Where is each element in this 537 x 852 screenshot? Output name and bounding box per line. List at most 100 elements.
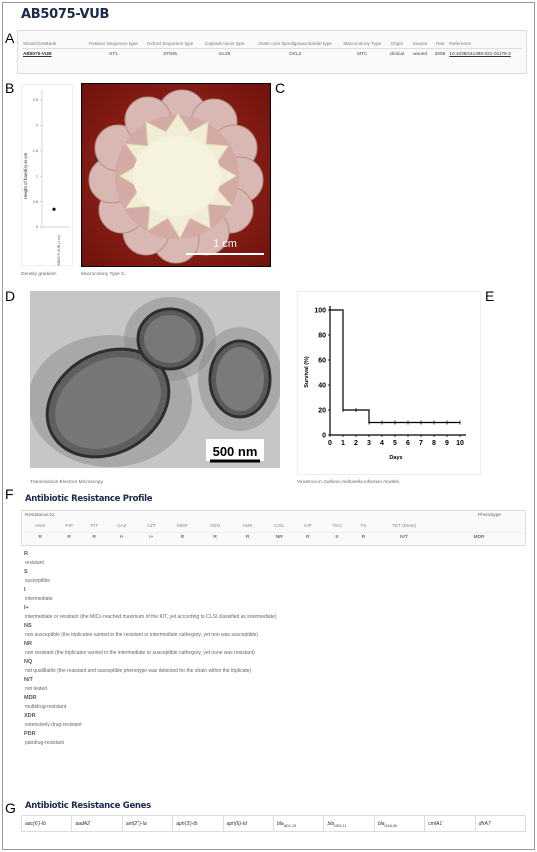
- gene-variant: ADC-25: [283, 824, 297, 828]
- gene-item: cmlA1: [425, 816, 476, 831]
- antibiotic-header: AMS: [35, 524, 46, 530]
- resistance-value: R: [198, 531, 232, 542]
- gene-name: aadA2: [75, 821, 90, 827]
- table-cell: KL25: [198, 47, 251, 59]
- legend-text: resistant: [25, 560, 44, 566]
- density-y-tick-label: 1,5: [33, 149, 38, 153]
- legend-text: not qualifiable (the resistant and susce…: [25, 668, 252, 674]
- survival-y-tick-label: 20: [318, 408, 326, 415]
- density-band-point: [52, 207, 56, 211]
- panel-label-b: B: [5, 80, 15, 96]
- density-y-tick-label: 2: [36, 124, 38, 128]
- gene-name: bla: [277, 821, 284, 827]
- phenotype-header: Phenotype: [478, 513, 501, 518]
- survival-x-tick-label: 8: [432, 440, 436, 447]
- col-header: Source: [412, 40, 428, 46]
- survival-x-tick-label: 4: [380, 440, 384, 447]
- density-gradient-plot: Height of band(s) in cm 2,5 2 1,5 1 0,5 0 AB5…: [21, 84, 73, 266]
- legend-code: PDR: [24, 731, 36, 737]
- survival-y-tick-label: 100: [314, 308, 326, 315]
- strain-table: Strain/GenBank Pasteur Sequence type Oxf…: [22, 33, 522, 59]
- survival-x-label: Days: [389, 455, 402, 461]
- legend-text: intermediate or resistant (the MICs reac…: [25, 614, 277, 620]
- survival-y-tick-label: 0: [322, 433, 326, 440]
- gene-item: aph(6)-Id: [224, 816, 275, 831]
- gene-name: aph(3')-Ib: [176, 821, 198, 827]
- gene-item: blaOXA-69: [375, 816, 426, 831]
- phenotype-value: MDR: [434, 531, 524, 542]
- macrocolony-image: 1 cm: [82, 84, 270, 266]
- gene-item: dfrA7: [476, 816, 525, 831]
- survival-caption: Virulence in Galleria mellonella infecti…: [297, 480, 401, 485]
- phenotype-header-spacer: [434, 522, 524, 532]
- genes-list: aac(6')-Ib aadA2 ant(2'')-Ia aph(3')-Ib aph(…: [21, 815, 526, 832]
- table-cell: wound: [408, 47, 432, 59]
- legend-code: NS: [24, 623, 32, 629]
- survival-y-label: Survival (%): [304, 356, 310, 388]
- antibiotic-header: TS: [360, 524, 367, 530]
- gene-name: bla: [327, 821, 335, 827]
- density-x-label: AB5075-VUB (1 ml): [57, 235, 61, 266]
- legend-text: susceptible: [25, 578, 51, 584]
- caption-species: Galleria mellonella: [323, 480, 363, 485]
- legend-code: S: [24, 569, 28, 575]
- tem-caption: Transmission Electron Microscopy.: [30, 480, 104, 485]
- antibiotic-header: AMK: [242, 524, 253, 530]
- panel-label-d: D: [5, 288, 16, 304]
- survival-x-tick-label: 2: [354, 440, 358, 447]
- density-y-tick-label: 2,5: [33, 98, 38, 102]
- table-cell: ST945: [141, 47, 199, 59]
- survival-y-tick-label: 60: [318, 358, 326, 365]
- col-header: Year: [435, 40, 445, 46]
- legend-text: not tested: [25, 686, 47, 692]
- antibiotic-header: TET (Etest): [391, 524, 417, 530]
- macrocolony-photo: 1 cm: [81, 83, 271, 267]
- gene-name: bla: [377, 821, 385, 827]
- legend-code: NR: [24, 641, 32, 647]
- survival-x-tick-label: 1: [341, 440, 345, 447]
- legend-code: MDR: [24, 695, 37, 701]
- antibiotic-header: MER: [177, 524, 188, 530]
- reference-link[interactable]: 10.1038/s41396-021-01179-2: [449, 50, 511, 56]
- panel-label-a: A: [5, 30, 15, 46]
- table-cell: MTC: [339, 47, 386, 59]
- resistance-value: R: [165, 531, 199, 542]
- strain-link[interactable]: AB5075-VUB: [23, 50, 52, 56]
- antibiotic-header: GEN: [209, 524, 221, 530]
- survival-x-tick-label: 10: [456, 440, 464, 447]
- resistance-value: R: [294, 531, 321, 542]
- resistance-value: S: [320, 531, 353, 542]
- gene-item: aac(6')-Ib: [22, 816, 73, 831]
- gene-item: ant(2'')-Ia: [123, 816, 174, 831]
- survival-x-tick-label: 7: [419, 440, 423, 447]
- density-y-tick-label: 0,5: [33, 200, 38, 204]
- antibiotic-header: CIP: [303, 524, 312, 530]
- gene-item: blaADC-25: [274, 816, 325, 831]
- resistance-to-label: Resistance to:: [25, 513, 56, 518]
- density-y-tick-label: 0: [36, 225, 38, 229]
- antibiotic-header: CAZ: [116, 524, 127, 530]
- resistance-value: I+: [136, 531, 166, 542]
- resistance-value: R: [352, 531, 374, 542]
- gene-variant: OXA-69: [384, 824, 397, 828]
- survival-chart: Survival (%) Days 0 20 40 60 80 100 0 1 2 3 4 5 6 7 8…: [297, 291, 481, 475]
- resistance-value: N/T: [374, 531, 434, 542]
- gene-name: ant(2'')-Ia: [125, 821, 147, 827]
- gene-name: cmlA1: [428, 821, 443, 827]
- legend-text: pandrug-resistant: [25, 740, 64, 746]
- legend-text: extensively drug-resistant: [25, 722, 82, 728]
- col-header: Reference: [449, 40, 472, 46]
- col-header: Macrocolony Type: [343, 40, 382, 46]
- legend-text: non resistant (the triplicates varried i…: [25, 650, 255, 656]
- antibiotic-header: PIT: [90, 524, 98, 530]
- resistance-table: AMS PIP PIT CAZ AZT MER GEN AMK COL CIP TGC TS TET (…: [24, 522, 524, 542]
- macrocolony-caption: Macrocolony Type C.: [81, 272, 126, 277]
- panel-label-e: E: [485, 288, 495, 304]
- page-title: AB5075-VUB: [21, 7, 110, 22]
- legend-code: N/T: [24, 677, 33, 683]
- survival-series-line: [330, 309, 460, 424]
- density-y-label: Height of band(s) in cm: [23, 152, 28, 199]
- gene-name: aac(6')-Ib: [25, 821, 46, 827]
